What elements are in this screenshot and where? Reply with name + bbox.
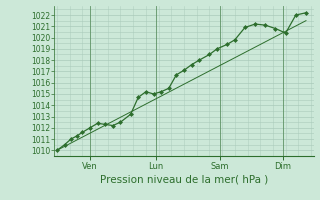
X-axis label: Pression niveau de la mer( hPa ): Pression niveau de la mer( hPa ) — [100, 175, 268, 185]
